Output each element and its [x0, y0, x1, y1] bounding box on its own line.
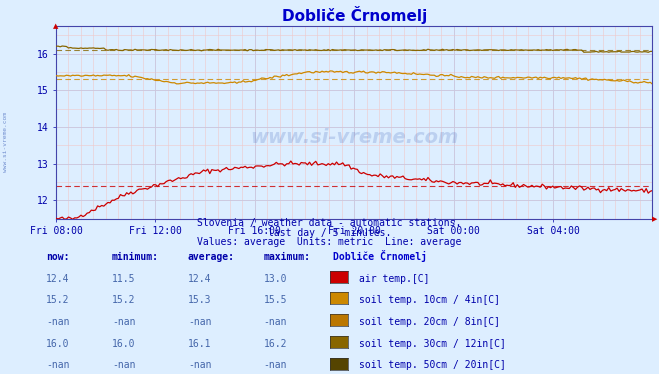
- Text: 15.3: 15.3: [188, 295, 212, 305]
- Text: ▶: ▶: [652, 216, 658, 222]
- Text: 15.2: 15.2: [46, 295, 70, 305]
- Text: average:: average:: [188, 252, 235, 262]
- Text: 16.2: 16.2: [264, 339, 287, 349]
- Text: 16.1: 16.1: [188, 339, 212, 349]
- Text: 15.2: 15.2: [112, 295, 136, 305]
- Text: 15.5: 15.5: [264, 295, 287, 305]
- Text: -nan: -nan: [46, 361, 70, 370]
- Text: 12.4: 12.4: [46, 274, 70, 283]
- Text: -nan: -nan: [264, 317, 287, 327]
- Text: minimum:: minimum:: [112, 252, 159, 262]
- Text: air temp.[C]: air temp.[C]: [359, 274, 430, 283]
- Text: 16.0: 16.0: [112, 339, 136, 349]
- Text: soil temp. 10cm / 4in[C]: soil temp. 10cm / 4in[C]: [359, 295, 500, 305]
- Text: Values: average  Units: metric  Line: average: Values: average Units: metric Line: aver…: [197, 237, 462, 247]
- Text: last day / 5 minutes.: last day / 5 minutes.: [268, 228, 391, 237]
- Title: Dobliče Črnomelj: Dobliče Črnomelj: [281, 6, 427, 24]
- Text: ▲: ▲: [53, 23, 59, 29]
- Text: www.si-vreme.com: www.si-vreme.com: [3, 112, 8, 172]
- Text: Slovenia / weather data - automatic stations.: Slovenia / weather data - automatic stat…: [197, 218, 462, 228]
- Text: -nan: -nan: [188, 317, 212, 327]
- Text: 16.0: 16.0: [46, 339, 70, 349]
- Text: -nan: -nan: [188, 361, 212, 370]
- Text: www.si-vreme.com: www.si-vreme.com: [250, 128, 459, 147]
- Text: -nan: -nan: [46, 317, 70, 327]
- Text: soil temp. 20cm / 8in[C]: soil temp. 20cm / 8in[C]: [359, 317, 500, 327]
- Text: Dobliče Črnomelj: Dobliče Črnomelj: [333, 250, 427, 262]
- Text: soil temp. 50cm / 20in[C]: soil temp. 50cm / 20in[C]: [359, 361, 506, 370]
- Text: -nan: -nan: [264, 361, 287, 370]
- Text: 12.4: 12.4: [188, 274, 212, 283]
- Text: -nan: -nan: [112, 317, 136, 327]
- Text: soil temp. 30cm / 12in[C]: soil temp. 30cm / 12in[C]: [359, 339, 506, 349]
- Text: 13.0: 13.0: [264, 274, 287, 283]
- Text: maximum:: maximum:: [264, 252, 310, 262]
- Text: 11.5: 11.5: [112, 274, 136, 283]
- Text: -nan: -nan: [112, 361, 136, 370]
- Text: now:: now:: [46, 252, 70, 262]
